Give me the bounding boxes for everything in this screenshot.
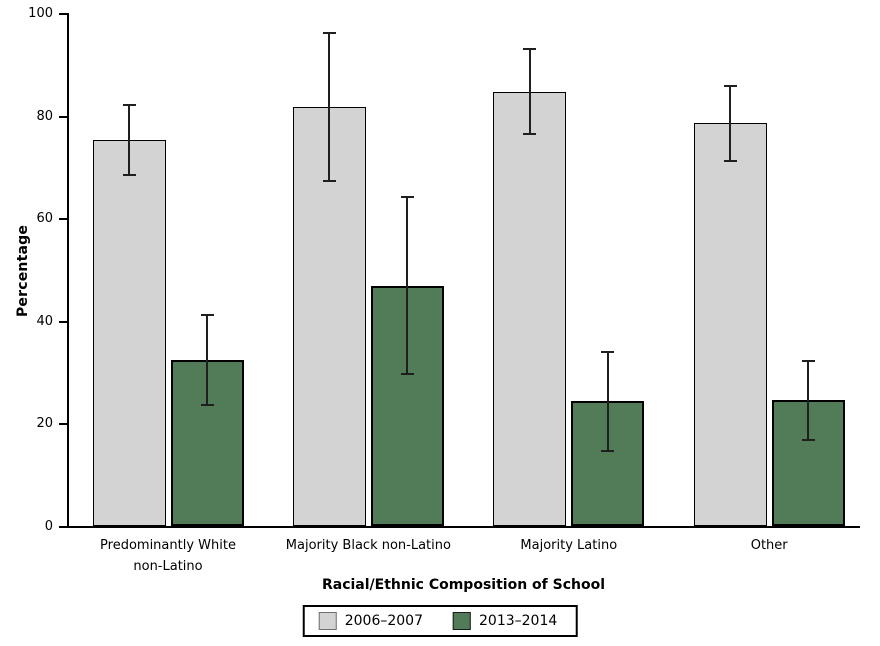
error-bar-2013-2014-2 <box>406 196 409 376</box>
legend-label-2013-2014: 2013–2014 <box>479 613 558 629</box>
error-bar-cap-bottom <box>122 174 136 177</box>
x-category-label-majority-latino: Majority Latino <box>520 538 618 553</box>
legend-item-2013-2014: 2013–2014 <box>453 612 557 630</box>
error-bar-cap-bottom <box>322 179 336 182</box>
y-tick-label-0: 0 <box>44 519 53 534</box>
y-tick-40 <box>59 320 67 323</box>
error-bar-cap-bottom <box>400 373 414 376</box>
error-bar-cap-bottom <box>801 438 815 441</box>
x-category-label-majority-black-non-latino: Majority Black non-Latino <box>285 538 451 553</box>
legend-item-2006-2007: 2006–2007 <box>318 612 423 630</box>
y-tick-label-100: 100 <box>28 6 53 21</box>
x-axis-line <box>67 526 860 528</box>
y-tick-60 <box>59 218 67 221</box>
y-tick-label-60: 60 <box>36 211 53 227</box>
legend: 2006–2007 2013–2014 <box>302 605 578 637</box>
error-bar-2013-2014-4 <box>807 359 810 441</box>
y-tick-80 <box>59 115 67 118</box>
error-bar-2013-2014-1 <box>206 314 208 406</box>
legend-swatch-2006-2007 <box>318 612 337 630</box>
y-axis-title: Percentage <box>15 224 31 318</box>
error-bar-cap-top <box>322 32 336 35</box>
error-bar-2013-2014-3 <box>606 351 609 453</box>
error-bar-2006-2007-3 <box>528 47 531 136</box>
x-axis-title: Racial/Ethnic Composition of School <box>321 577 605 593</box>
legend-swatch-2013-2014 <box>453 612 471 630</box>
y-axis-line <box>67 13 69 528</box>
y-tick-100 <box>59 13 67 15</box>
x-category-label-predominantly-white: Predominantly White non-Latino <box>100 538 236 574</box>
error-bar-cap-top <box>400 196 414 199</box>
error-bar-cap-bottom <box>523 133 537 136</box>
legend-label-2006-2007: 2006–2007 <box>344 613 423 629</box>
error-bar-cap-top <box>801 359 815 362</box>
error-bar-cap-top <box>122 103 136 106</box>
bar-2006-2007-other <box>693 122 767 526</box>
y-tick-label-20: 20 <box>36 416 53 432</box>
x-category-label-other: Other <box>750 538 788 553</box>
y-tick-20 <box>59 423 67 426</box>
error-bar-2006-2007-4 <box>729 84 732 162</box>
y-tick-0 <box>59 526 67 528</box>
bar-2006-2007-majority-latino <box>493 92 567 526</box>
error-bar-cap-top <box>601 351 615 354</box>
error-bar-cap-top <box>723 84 737 87</box>
error-bar-cap-bottom <box>601 450 615 453</box>
y-tick-label-80: 80 <box>36 108 53 124</box>
error-bar-cap-top <box>523 47 537 50</box>
error-bar-cap-bottom <box>200 403 214 406</box>
error-bar-2006-2007-1 <box>128 103 130 177</box>
y-tick-label-40: 40 <box>36 313 53 329</box>
error-bar-cap-bottom <box>723 159 737 162</box>
bar-2006-2007-predominantly-white <box>92 140 166 526</box>
error-bar-2006-2007-2 <box>328 32 331 182</box>
error-bar-cap-top <box>200 314 214 317</box>
